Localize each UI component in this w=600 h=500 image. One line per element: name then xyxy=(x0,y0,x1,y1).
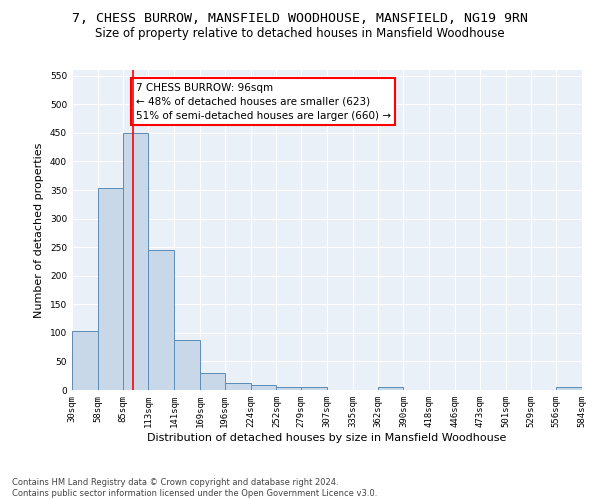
Text: 7 CHESS BURROW: 96sqm
← 48% of detached houses are smaller (623)
51% of semi-det: 7 CHESS BURROW: 96sqm ← 48% of detached … xyxy=(136,82,391,120)
Text: Size of property relative to detached houses in Mansfield Woodhouse: Size of property relative to detached ho… xyxy=(95,28,505,40)
Y-axis label: Number of detached properties: Number of detached properties xyxy=(34,142,44,318)
Bar xyxy=(277,387,301,390)
Bar xyxy=(72,331,98,390)
Bar xyxy=(98,188,122,390)
Bar xyxy=(556,387,582,390)
Bar xyxy=(174,340,200,390)
Bar xyxy=(251,385,277,390)
Text: Contains HM Land Registry data © Crown copyright and database right 2024.
Contai: Contains HM Land Registry data © Crown c… xyxy=(12,478,377,498)
Bar xyxy=(148,250,174,390)
Text: 7, CHESS BURROW, MANSFIELD WOODHOUSE, MANSFIELD, NG19 9RN: 7, CHESS BURROW, MANSFIELD WOODHOUSE, MA… xyxy=(72,12,528,26)
Bar xyxy=(301,387,327,390)
X-axis label: Distribution of detached houses by size in Mansfield Woodhouse: Distribution of detached houses by size … xyxy=(148,432,506,442)
Bar xyxy=(122,134,148,390)
Bar xyxy=(377,387,403,390)
Bar xyxy=(200,373,225,390)
Bar xyxy=(225,382,251,390)
